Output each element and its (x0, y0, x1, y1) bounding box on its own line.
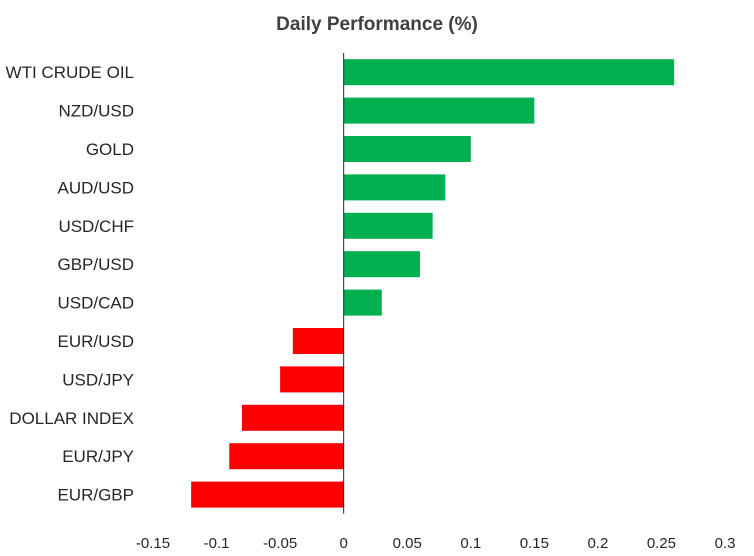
x-tick-label: 0.2 (587, 535, 608, 552)
category-label: GOLD (86, 140, 134, 159)
category-label: USD/JPY (62, 370, 134, 389)
category-label: NZD/USD (58, 102, 134, 121)
x-tick-labels: -0.15 -0.1 -0.05 0 0.05 0.1 0.15 0.2 0.25 0.3 (136, 535, 736, 552)
category-label: EUR/GBP (57, 486, 134, 505)
bar-gbp-usd (343, 251, 420, 278)
category-label: DOLLAR INDEX (9, 409, 134, 428)
bar-nzd-usd (343, 97, 535, 124)
category-label: GBP/USD (57, 255, 134, 274)
x-tick-label: 0 (339, 535, 347, 552)
bars-group (191, 59, 675, 508)
x-tick-label: -0.15 (136, 535, 170, 552)
bar-wti-crude-oil (343, 59, 675, 86)
category-labels: WTI CRUDE OIL NZD/USD GOLD AUD/USD USD/CHF GB… (6, 63, 134, 504)
category-label: AUD/USD (57, 178, 134, 197)
bar-gold (343, 136, 471, 162)
bar-dollar-index (241, 404, 344, 431)
x-tick-label: -0.1 (204, 535, 230, 552)
x-tick-label: 0.15 (520, 535, 549, 552)
chart-title: Daily Performance (%) (276, 14, 478, 35)
x-tick-label: 0.3 (715, 535, 736, 552)
bar-usd-jpy (280, 366, 344, 393)
bar-eur-usd (292, 328, 344, 354)
x-tick-label: -0.05 (263, 535, 297, 552)
bar-eur-jpy (229, 443, 344, 470)
category-label: USD/CAD (57, 294, 134, 313)
category-label: WTI CRUDE OIL (6, 63, 134, 82)
x-tick-label: 0.25 (647, 535, 676, 552)
bar-eur-gbp (191, 481, 344, 508)
bar-usd-cad (343, 289, 382, 316)
category-label: EUR/USD (57, 332, 134, 351)
x-tick-label: 0.1 (460, 535, 481, 552)
category-label: USD/CHF (58, 217, 134, 236)
bar-aud-usd (343, 174, 446, 201)
x-tick-label: 0.05 (393, 535, 422, 552)
bar-usd-chf (343, 212, 433, 239)
category-label: EUR/JPY (62, 447, 134, 466)
